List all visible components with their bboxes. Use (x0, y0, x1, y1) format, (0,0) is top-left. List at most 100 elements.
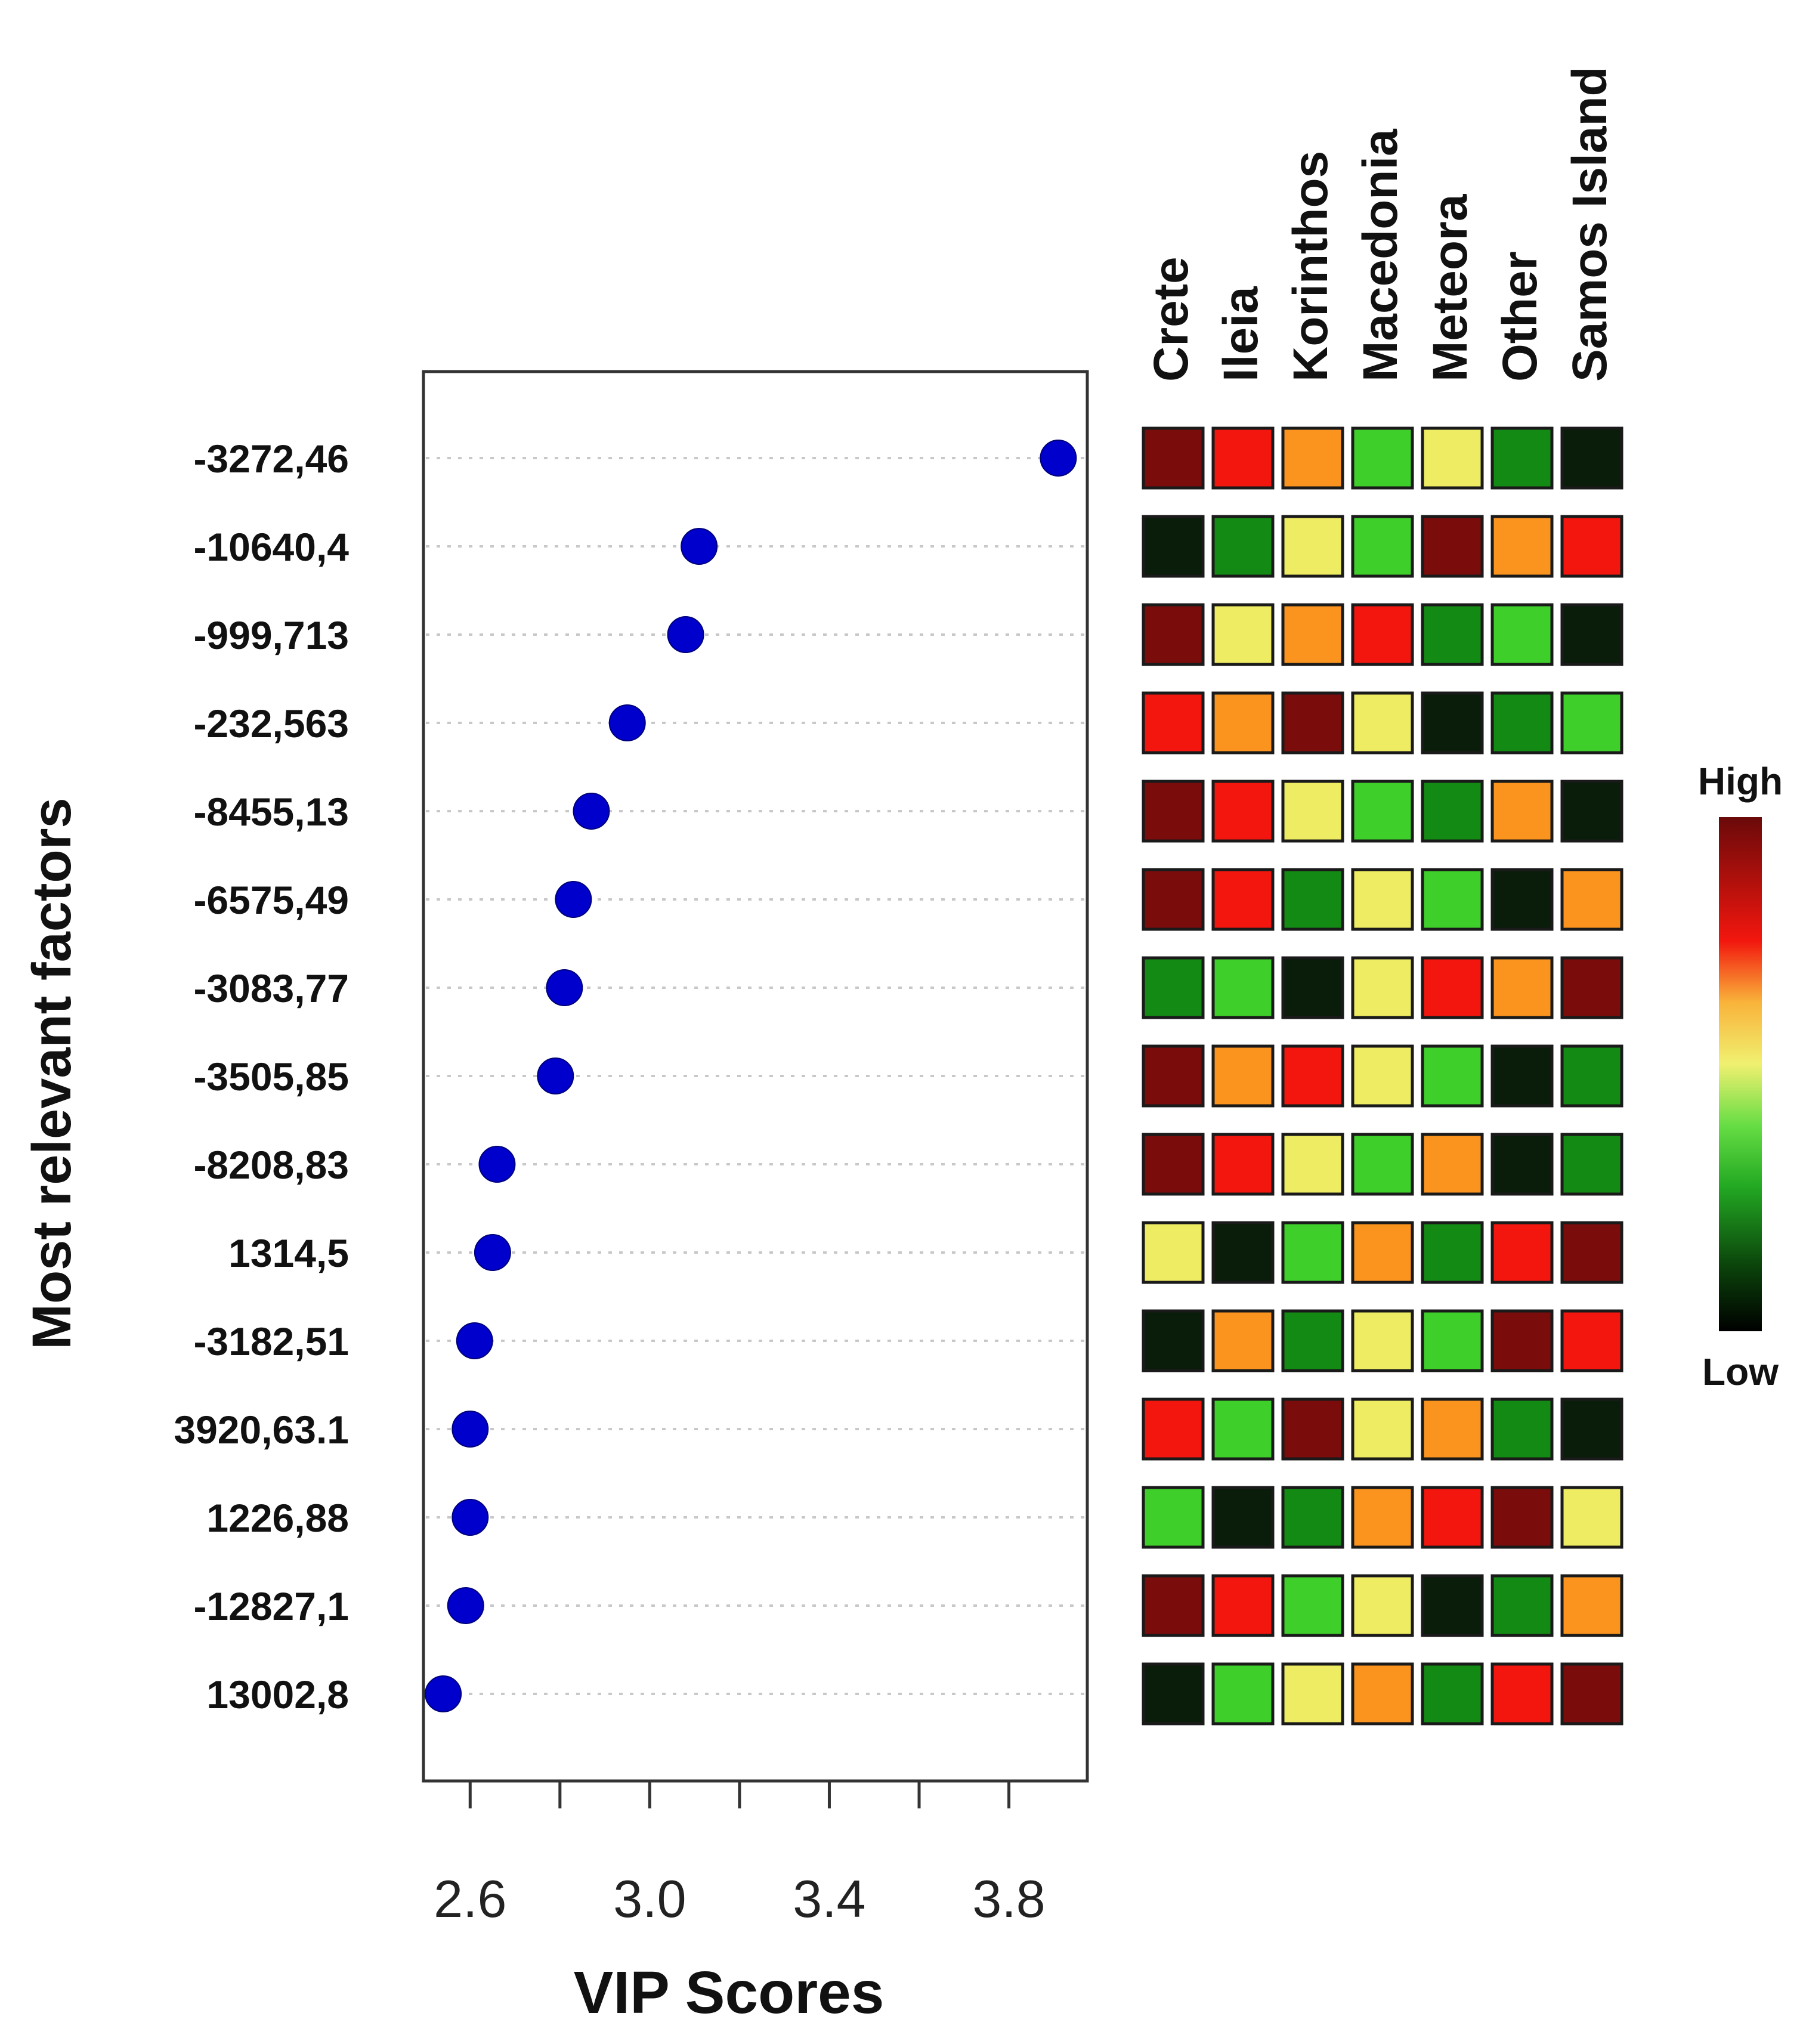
heatmap-cell (1351, 426, 1414, 490)
heatmap-cell (1490, 1044, 1554, 1108)
vip-point (555, 881, 592, 918)
heatmap-cell (1351, 956, 1414, 1019)
heatmap-cell (1421, 1309, 1484, 1372)
heatmap-cell (1560, 956, 1623, 1019)
heatmap-cell (1490, 956, 1554, 1019)
heatmap-cell (1211, 1133, 1275, 1196)
heatmap-cell (1281, 691, 1344, 754)
heatmap-cell (1490, 426, 1554, 490)
group-label: Meteora (1423, 193, 1477, 382)
heatmap-cell (1142, 1133, 1205, 1196)
y-axis-title: Most relevant factors (21, 797, 82, 1349)
factor-label: -3083,77 (193, 966, 349, 1010)
heatmap-cell (1560, 515, 1623, 578)
heatmap-cell (1351, 1574, 1414, 1637)
heatmap-cell (1211, 603, 1275, 666)
vip-points (425, 440, 1077, 1712)
color-scale-legend: High Low (1698, 760, 1783, 1393)
heatmap-cell (1421, 1397, 1484, 1461)
factor-label: -8208,83 (193, 1143, 349, 1187)
heatmap-cell (1211, 1486, 1275, 1549)
factor-label: -10640,4 (193, 525, 349, 569)
heatmap-cell (1281, 515, 1344, 578)
heatmap-cell (1560, 426, 1623, 490)
heatmap-cell (1351, 1662, 1414, 1726)
heatmap-cell (1281, 603, 1344, 666)
vip-point (667, 616, 704, 653)
heatmap-cell (1560, 1044, 1623, 1108)
group-label: Crete (1144, 256, 1198, 382)
factor-label: 13002,8 (206, 1672, 349, 1717)
vip-point (456, 1322, 493, 1359)
heatmap-cell (1560, 1221, 1623, 1284)
heatmap-cell (1421, 691, 1484, 754)
heatmap-cell (1211, 780, 1275, 843)
heatmap-cell (1490, 780, 1554, 843)
heatmap-cell (1281, 1309, 1344, 1372)
heatmap-cell (1490, 1486, 1554, 1549)
heatmap-cell (1490, 691, 1554, 754)
heatmap-cell (1490, 868, 1554, 931)
plot-frame (422, 370, 1089, 1783)
vip-point (447, 1587, 484, 1624)
heatmap-cell (1490, 1309, 1554, 1372)
heatmap-cell (1281, 1133, 1344, 1196)
heatmap-cell (1142, 1221, 1205, 1284)
heatmap-cell (1281, 868, 1344, 931)
heatmap-cell (1560, 780, 1623, 843)
group-label: Samos Island (1563, 66, 1617, 382)
vip-point (452, 1411, 489, 1448)
factor-label: -3272,46 (193, 437, 349, 481)
heatmap-cell (1560, 1574, 1623, 1637)
heatmap-cell (1281, 1044, 1344, 1108)
heatmap-cell (1142, 1397, 1205, 1461)
heatmap-cell (1351, 1309, 1414, 1372)
heatmap-cell (1142, 780, 1205, 843)
heatmap-cell (1351, 1133, 1414, 1196)
vip-point (452, 1499, 489, 1536)
heatmap-cell (1211, 691, 1275, 754)
heatmap-cell (1560, 603, 1623, 666)
group-label: Other (1493, 251, 1547, 382)
factor-label: 1314,5 (228, 1231, 349, 1275)
heatmap-cell (1281, 1662, 1344, 1726)
factor-label: -999,713 (193, 613, 349, 657)
heatmap-cell (1351, 603, 1414, 666)
heatmap-cell (1490, 603, 1554, 666)
heatmap-cell (1142, 956, 1205, 1019)
heatmap-cell (1281, 1574, 1344, 1637)
heatmap-cell (1142, 426, 1205, 490)
heatmap-cell (1421, 515, 1484, 578)
heatmap-cell (1560, 1397, 1623, 1461)
heatmap-cell (1421, 956, 1484, 1019)
heatmap-cell (1142, 1309, 1205, 1372)
factor-label: 3920,63.1 (174, 1408, 349, 1452)
vip-point (608, 704, 646, 741)
heatmap-cell (1211, 515, 1275, 578)
heatmap-cell (1211, 868, 1275, 931)
heatmap-cell (1142, 603, 1205, 666)
heatmap-cell (1351, 1397, 1414, 1461)
heatmap-cell (1211, 1397, 1275, 1461)
heatmap-cell (1490, 1133, 1554, 1196)
factor-label: -3182,51 (193, 1319, 349, 1363)
heatmap-cell (1281, 1397, 1344, 1461)
heatmap-cell (1211, 1044, 1275, 1108)
heatmap-cell (1560, 691, 1623, 754)
heatmap-cell (1490, 515, 1554, 578)
heatmap-cell (1351, 1044, 1414, 1108)
heatmap-cell (1281, 1486, 1344, 1549)
heatmap-cell (1560, 868, 1623, 931)
vip-point (681, 528, 718, 565)
grid-lines (426, 457, 1085, 1695)
heatmap-cell (1421, 603, 1484, 666)
heatmap-cell (1421, 868, 1484, 931)
vip-point (425, 1675, 462, 1712)
factor-label: -3505,85 (193, 1055, 349, 1099)
heatmap-cell (1351, 780, 1414, 843)
heatmap-cell (1560, 1133, 1623, 1196)
heatmap-cell (1142, 868, 1205, 931)
heatmap-cell (1211, 1662, 1275, 1726)
heatmap-cell (1142, 1486, 1205, 1549)
